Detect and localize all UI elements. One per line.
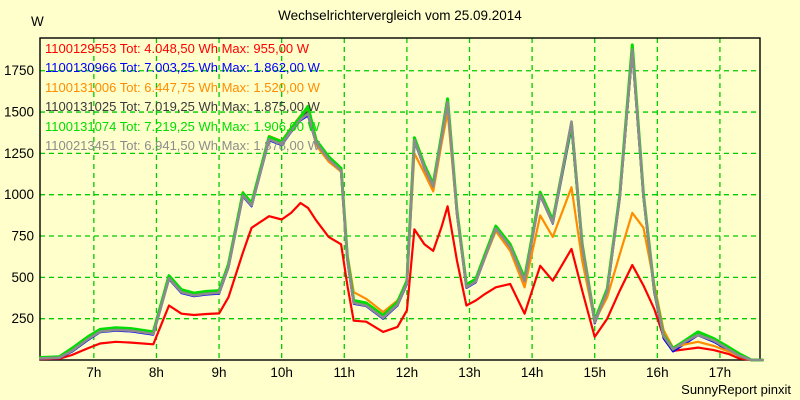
y-tick-label: 1250: [4, 146, 34, 161]
x-tick-label: 15h: [583, 365, 606, 380]
x-tick-label: 17h: [709, 365, 732, 380]
chart-title: Wechselrichtervergleich vom 25.09.2014: [278, 8, 522, 23]
y-tick-label: 1500: [4, 105, 34, 120]
legend-row-1100213451: 1100213451 Tot: 6.941,50 Wh Max: 1.878,0…: [45, 137, 320, 153]
x-tick-label: 14h: [521, 365, 544, 380]
legend-row-1100130966: 1100130966 Tot: 7.003,25 Wh Max: 1.862,0…: [45, 60, 320, 76]
x-tick-label: 8h: [149, 365, 164, 380]
x-tick-label: 9h: [212, 365, 227, 380]
y-tick-label: 500: [11, 270, 34, 285]
x-tick-label: 13h: [458, 365, 481, 380]
x-tick-label: 11h: [334, 365, 356, 380]
plot-border: [39, 37, 761, 361]
x-tick-label: 7h: [86, 365, 101, 380]
y-tick-label: 1000: [4, 187, 34, 202]
legend-row-1100129553: 1100129553 Tot: 4.048,50 Wh Max: 955,00 …: [45, 41, 310, 56]
x-tick-label: 10h: [270, 365, 293, 380]
chart-legend: 1100129553 Tot: 4.048,50 Wh Max: 955,00 …: [45, 39, 320, 155]
y-axis-unit-label: W: [31, 14, 44, 29]
series-line-1100213451: [39, 48, 764, 362]
y-tick-label: 750: [11, 229, 34, 244]
credit-text: SunnyReport pinxit: [681, 382, 791, 397]
x-tick-label: 16h: [646, 365, 669, 380]
series-line-1100129553: [39, 201, 764, 362]
x-tick-label: 12h: [396, 365, 419, 380]
y-tick-label: 250: [11, 311, 34, 326]
legend-row-1100131074: 1100131074 Tot: 7.219,25 Wh Max: 1.906,0…: [45, 118, 320, 134]
y-tick-label: 1750: [4, 63, 34, 78]
legend-row-1100131006: 1100131006 Tot: 6.447,75 Wh Max: 1.520,0…: [45, 79, 320, 95]
legend-row-1100131025: 1100131025 Tot: 7.019,25 Wh Max: 1.875,0…: [45, 99, 320, 115]
